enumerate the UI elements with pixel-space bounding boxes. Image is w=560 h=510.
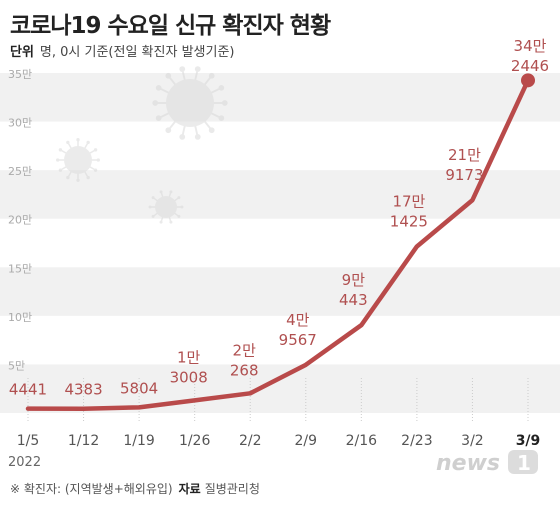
y-tick-label: 15만 bbox=[8, 262, 32, 275]
last-point-marker bbox=[521, 73, 535, 88]
data-labels: 4441 4383 5804 1만 3008 2만 268 4만 9567 9만 443 17만 142… bbox=[9, 37, 549, 399]
x-tick-label: 2/23 bbox=[401, 433, 432, 449]
y-ticks: 5만 10만 15만 20만 25만 30만 35만 bbox=[8, 68, 32, 372]
svg-text:1: 1 bbox=[517, 451, 531, 475]
y-tick-label: 5만 bbox=[8, 359, 25, 372]
data-label: 2만 bbox=[233, 341, 257, 359]
svg-text:news: news bbox=[436, 451, 500, 476]
y-tick-label: 30만 bbox=[8, 117, 32, 130]
data-label: 34만 bbox=[514, 37, 547, 55]
unit-note: 단위 명, 0시 기준(전일 확진자 발생기준) bbox=[10, 41, 234, 60]
grid-band bbox=[0, 170, 560, 219]
y-tick-label: 35만 bbox=[8, 68, 32, 81]
x-ticks: 1/5 1/12 1/19 1/26 2/2 2/9 2/16 2/23 3/2 3/9 2022 bbox=[8, 378, 540, 470]
x-tick-label: 2/2 bbox=[239, 433, 262, 449]
virus-icon-group bbox=[56, 66, 228, 224]
data-label: 9567 bbox=[279, 331, 317, 349]
data-label: 443 bbox=[339, 291, 368, 309]
x-tick-label: 1/5 bbox=[17, 433, 40, 449]
source-label: 자료 bbox=[178, 482, 201, 496]
data-label: 9173 bbox=[445, 166, 483, 184]
y-tick-label: 25만 bbox=[8, 165, 32, 178]
chart: 5만 10만 15만 20만 25만 30만 35만 1/5 1/12 1/19 1/26 2/2 2… bbox=[0, 37, 560, 470]
data-label: 4441 bbox=[9, 381, 47, 399]
chart-bands bbox=[0, 73, 560, 413]
unit-label: 단위 bbox=[10, 45, 34, 60]
grid-band bbox=[0, 73, 560, 122]
data-label: 268 bbox=[230, 361, 259, 379]
y-tick-label: 20만 bbox=[8, 214, 32, 227]
x-tick-label: 1/19 bbox=[123, 433, 154, 449]
year-label: 2022 bbox=[8, 455, 41, 470]
data-label: 1425 bbox=[390, 212, 428, 230]
data-label: 5804 bbox=[120, 379, 158, 397]
footer-note-text: ※ 확진자: (지역발생+해외유입) bbox=[10, 482, 173, 496]
page-title: 코로나19 수요일 신규 확진자 현황 bbox=[10, 13, 331, 39]
unit-text: 명, 0시 기준(전일 확진자 발생기준) bbox=[39, 45, 235, 60]
virus-icon bbox=[148, 190, 184, 224]
x-tick-label: 2/16 bbox=[346, 433, 378, 449]
x-tick-label: 1/26 bbox=[179, 433, 211, 449]
source-text: 질병관리청 bbox=[204, 482, 260, 496]
data-label: 4383 bbox=[64, 381, 102, 399]
x-tick-label: 1/12 bbox=[68, 433, 99, 449]
data-label: 4만 bbox=[286, 311, 310, 329]
grid-band bbox=[0, 364, 560, 413]
data-label: 1만 bbox=[177, 348, 201, 366]
series-line bbox=[25, 78, 531, 411]
y-tick-label: 10만 bbox=[8, 311, 32, 324]
x-tick-label: 3/2 bbox=[461, 433, 484, 449]
footer-note: ※ 확진자: (지역발생+해외유입) 자료 질병관리청 bbox=[10, 480, 260, 497]
x-tick-label: 3/9 bbox=[516, 433, 541, 449]
data-label: 3008 bbox=[170, 368, 208, 386]
virus-icon bbox=[152, 66, 228, 140]
data-label: 17만 bbox=[392, 192, 425, 210]
virus-icon bbox=[56, 138, 100, 182]
series-group bbox=[25, 73, 535, 411]
x-tick-label: 2/9 bbox=[295, 433, 318, 449]
grid-band bbox=[0, 267, 560, 316]
data-label: 9만 bbox=[342, 271, 366, 289]
data-label: 2446 bbox=[511, 57, 549, 75]
data-label: 21만 bbox=[448, 146, 481, 164]
news1-logo: news 1 bbox=[436, 450, 538, 476]
